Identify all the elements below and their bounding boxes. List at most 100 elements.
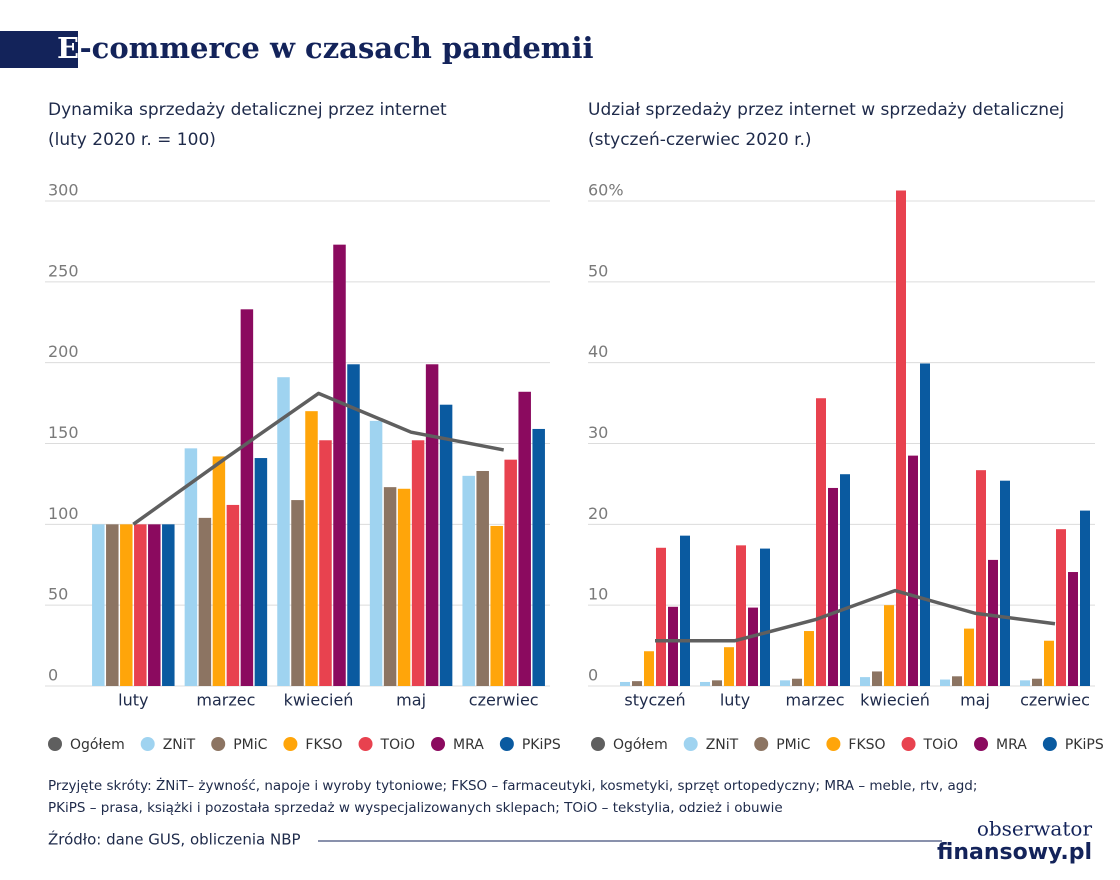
y-tick-label: 60% — [588, 181, 624, 200]
legend-marker — [754, 737, 769, 751]
bar — [896, 190, 906, 686]
bar — [988, 559, 998, 686]
x-tick-label: marzec — [196, 691, 255, 710]
bar — [828, 487, 838, 686]
x-tick-label: czerwiec — [1020, 691, 1090, 710]
bar — [816, 398, 826, 686]
y-tick-label: 20 — [588, 504, 608, 523]
bar — [134, 524, 147, 686]
bar — [952, 676, 962, 686]
legend-label: Ogółem — [613, 737, 668, 753]
note: Przyjęte skróty: ŻNiT– żywność, napoje i… — [48, 776, 977, 794]
bar — [964, 628, 974, 686]
bar — [254, 458, 268, 686]
bar — [1044, 640, 1054, 686]
legend-label: TOiO — [923, 737, 958, 753]
bar — [333, 244, 346, 686]
legend-marker — [358, 737, 373, 751]
bar — [212, 456, 226, 686]
x-tick-label: czerwiec — [469, 691, 539, 710]
bar — [462, 475, 475, 686]
line — [655, 588, 1056, 643]
y-tick-label: 50 — [588, 261, 608, 280]
y-tick-label: 10 — [588, 585, 608, 604]
bar — [277, 377, 290, 686]
bar — [908, 455, 918, 686]
legend-marker — [283, 737, 298, 751]
bar — [884, 605, 894, 686]
bar — [872, 671, 882, 686]
bar — [748, 607, 758, 686]
bar — [490, 525, 503, 686]
x-tick-label: kwiecień — [284, 691, 354, 710]
bar — [656, 547, 666, 686]
bar — [319, 440, 332, 686]
legend-label: ZNiT — [163, 737, 196, 753]
bar — [439, 404, 453, 686]
bar — [700, 681, 710, 686]
y-tick-label: 30 — [588, 423, 608, 442]
bar — [518, 391, 531, 686]
legend-marker — [974, 737, 989, 751]
bar — [976, 470, 986, 686]
y-tick-label: 0 — [48, 666, 58, 685]
bar — [411, 440, 425, 686]
y-tick-label: 200 — [48, 342, 79, 361]
bar — [1032, 678, 1042, 686]
bar — [632, 681, 642, 686]
bar — [92, 524, 105, 686]
bar — [504, 459, 517, 686]
legend-marker — [1042, 737, 1057, 751]
bar — [397, 488, 411, 686]
source: Źródło: dane GUS, obliczenia NBP — [48, 830, 301, 849]
line — [132, 391, 505, 526]
bar — [712, 680, 722, 686]
y-tick-label: 0 — [588, 666, 598, 685]
bar — [644, 651, 654, 686]
chart-subtitle: (styczeń-czerwiec 2020 r.) — [588, 130, 812, 150]
bar — [347, 364, 360, 686]
x-tick-label: luty — [118, 691, 148, 710]
bar — [940, 679, 950, 686]
bar — [425, 364, 439, 686]
chart-subtitle: (luty 2020 r. = 100) — [48, 130, 216, 150]
legend-label: Ogółem — [70, 737, 125, 753]
bar — [106, 524, 119, 686]
bar — [291, 500, 304, 686]
legend-label: FKSO — [305, 737, 342, 753]
legend-marker — [683, 737, 698, 751]
legend-label: MRA — [996, 737, 1027, 753]
legend-label: FKSO — [848, 737, 885, 753]
chart-title: Dynamika sprzedaży detalicznej przez int… — [48, 100, 447, 120]
legend-label: PMiC — [776, 737, 810, 753]
bar — [840, 474, 850, 686]
legend-marker — [140, 737, 155, 751]
legend-marker — [901, 737, 916, 751]
page-title: E-commerce w czasach pandemii — [57, 31, 594, 65]
bar — [724, 647, 734, 686]
bar — [226, 504, 240, 686]
y-tick-label: 250 — [48, 261, 79, 280]
legend-marker — [431, 737, 446, 751]
bar — [305, 411, 318, 686]
y-tick-label: 300 — [48, 181, 79, 200]
bar — [162, 524, 175, 686]
bar — [620, 681, 630, 686]
legend-marker — [591, 737, 605, 751]
x-tick-label: maj — [960, 691, 990, 710]
bar — [532, 428, 545, 686]
legend-label: MRA — [453, 737, 484, 753]
bar — [860, 677, 870, 686]
y-tick-label: 100 — [48, 504, 79, 523]
bar — [476, 470, 489, 686]
bar — [1000, 480, 1010, 686]
x-tick-label: marzec — [785, 691, 844, 710]
y-tick-label: 150 — [48, 423, 79, 442]
legend-marker — [826, 737, 841, 751]
bar — [184, 448, 198, 686]
bar — [804, 631, 814, 686]
bar — [1056, 529, 1066, 686]
x-tick-label: kwiecień — [860, 691, 930, 710]
bar — [240, 309, 254, 686]
